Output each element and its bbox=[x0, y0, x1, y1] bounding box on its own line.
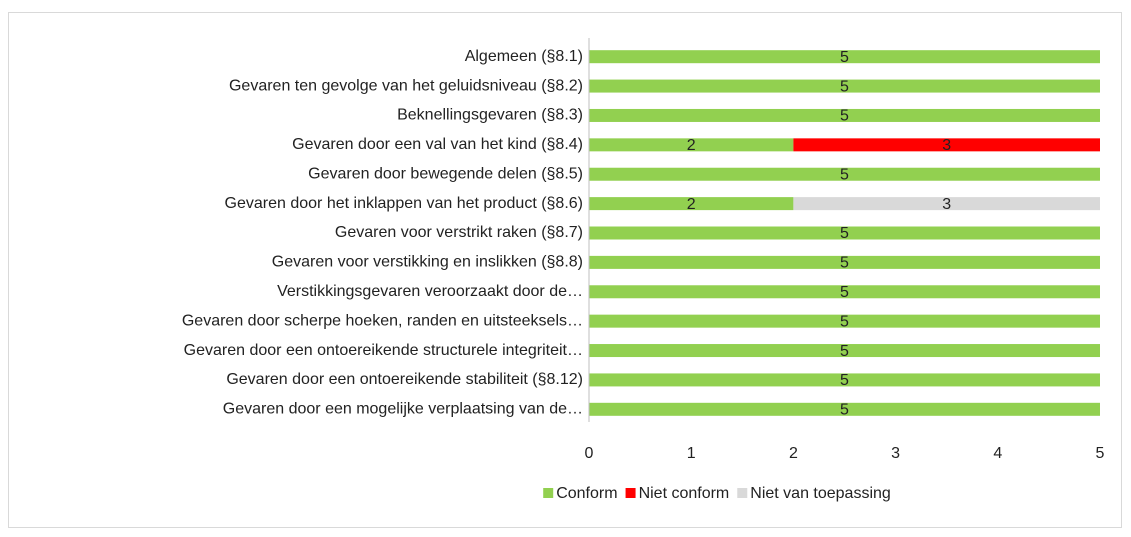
data-label: 5 bbox=[840, 343, 849, 360]
category-label: Gevaren voor verstrikt raken (§8.7) bbox=[335, 224, 583, 241]
x-tick-label: 3 bbox=[891, 445, 900, 462]
category-label: Gevaren door een ontoereikende structure… bbox=[184, 342, 583, 359]
data-label: 5 bbox=[840, 402, 849, 419]
category-label: Gevaren voor verstikking en inslikken (§… bbox=[272, 254, 583, 271]
legend-swatch bbox=[737, 488, 748, 498]
bar-segment bbox=[589, 226, 1100, 240]
data-label: 5 bbox=[840, 225, 849, 242]
category-label: Gevaren door het inklappen van het produ… bbox=[225, 195, 583, 212]
data-label: 5 bbox=[840, 49, 849, 66]
data-label: 5 bbox=[840, 372, 849, 389]
bar-segment bbox=[589, 108, 1100, 122]
bar-segment bbox=[589, 314, 1100, 328]
data-label: 5 bbox=[840, 284, 849, 301]
category-label: Gevaren door bewegende delen (§8.5) bbox=[308, 165, 583, 182]
category-label: Beknellingsgevaren (§8.3) bbox=[397, 107, 583, 124]
data-label: 5 bbox=[840, 108, 849, 125]
x-tick-label: 1 bbox=[687, 445, 696, 462]
category-label: Gevaren door een mogelijke verplaatsing … bbox=[223, 401, 583, 418]
bar-segment bbox=[793, 197, 1100, 211]
bar-segment bbox=[589, 167, 1100, 181]
data-label: 5 bbox=[840, 166, 849, 183]
bar-segment bbox=[589, 344, 1100, 358]
bar-segment bbox=[589, 197, 794, 211]
chart-border bbox=[8, 12, 1122, 528]
bar-segment bbox=[589, 373, 1100, 387]
data-label: 5 bbox=[840, 313, 849, 330]
bar-segment bbox=[589, 285, 1100, 299]
category-label: Algemeen (§8.1) bbox=[465, 48, 583, 65]
category-label: Gevaren door een val van het kind (§8.4) bbox=[292, 136, 583, 153]
bar-segment bbox=[793, 138, 1100, 152]
category-label: Verstikkingsgevaren veroorzaakt door de… bbox=[277, 283, 583, 300]
data-label: 5 bbox=[840, 255, 849, 272]
category-label: Gevaren ten gevolge van het geluidsnivea… bbox=[229, 77, 583, 94]
bar-segment bbox=[589, 79, 1100, 93]
legend-label: Conform bbox=[556, 485, 617, 502]
data-label: 3 bbox=[942, 137, 951, 154]
data-label: 3 bbox=[942, 196, 951, 213]
x-tick-label: 0 bbox=[585, 445, 594, 462]
bar-segment bbox=[589, 50, 1100, 64]
bar-segment bbox=[589, 255, 1100, 269]
category-label: Gevaren door scherpe hoeken, randen en u… bbox=[182, 312, 583, 329]
data-label: 2 bbox=[687, 137, 696, 154]
data-label: 2 bbox=[687, 196, 696, 213]
legend-swatch bbox=[543, 488, 554, 498]
legend-label: Niet conform bbox=[639, 485, 730, 502]
data-label: 5 bbox=[840, 78, 849, 95]
x-tick-label: 2 bbox=[789, 445, 798, 462]
legend-label: Niet van toepassing bbox=[750, 485, 891, 502]
legend-swatch bbox=[625, 488, 636, 498]
x-tick-label: 4 bbox=[993, 445, 1002, 462]
bar-segment bbox=[589, 138, 794, 152]
bar-segment bbox=[589, 402, 1100, 416]
x-tick-label: 5 bbox=[1096, 445, 1105, 462]
category-label: Gevaren door een ontoereikende stabilite… bbox=[226, 371, 583, 388]
